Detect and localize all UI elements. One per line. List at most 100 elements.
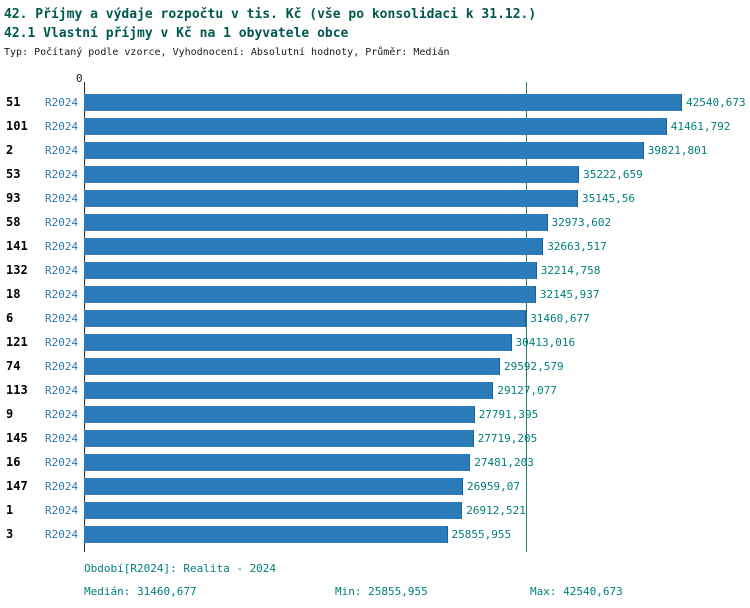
- chart-subtitle: 42.1 Vlastní příjmy v Kč na 1 obyvatele …: [4, 26, 349, 41]
- series-label: R2024: [45, 311, 79, 325]
- value-bar: [84, 333, 512, 351]
- chart-footer: Období[R2024]: Realita - 2024 Medián: 31…: [84, 562, 750, 599]
- category-label: 3: [6, 527, 14, 541]
- bar-row: 101 R2024 41461,792: [0, 114, 750, 138]
- value-label: 29592,579: [504, 359, 564, 373]
- value-bar: [84, 405, 475, 423]
- series-label: R2024: [45, 359, 79, 373]
- bar-row: 132 R2024 32214,758: [0, 258, 750, 282]
- bar-row: 74 R2024 29592,579: [0, 354, 750, 378]
- series-label: R2024: [45, 215, 79, 229]
- category-label: 113: [6, 383, 28, 397]
- value-bar: [84, 237, 544, 255]
- category-label: 2: [6, 143, 14, 157]
- series-label: R2024: [45, 431, 79, 445]
- value-label: 25855,955: [451, 527, 512, 541]
- value-label: 26959,07: [467, 479, 520, 493]
- category-label: 74: [6, 359, 21, 373]
- value-bar: [84, 477, 463, 495]
- bar-row: 9 R2024 27791,395: [0, 402, 750, 426]
- bar-row: 121 R2024 30413,016: [0, 330, 750, 354]
- footer-period: Období[R2024]: Realita - 2024: [84, 562, 277, 575]
- category-label: 58: [6, 215, 21, 229]
- value-label: 35145,56: [582, 191, 635, 205]
- category-label: 53: [6, 167, 21, 181]
- value-label: 32214,758: [540, 263, 601, 277]
- value-bar: [84, 93, 682, 111]
- value-label: 42540,673: [686, 95, 746, 109]
- bar-row: 93 R2024 35145,56: [0, 186, 750, 210]
- bar-row: 51 R2024 42540,673: [0, 90, 750, 114]
- bar-row: 3 R2024 25855,955: [0, 522, 750, 546]
- value-label: 27791,395: [478, 407, 539, 421]
- bar-chart: 0 51 R2024 42540,673 101 R2024 41461,792 2 R202…: [0, 72, 750, 552]
- category-label: 101: [6, 119, 28, 133]
- bar-row: 53 R2024 35222,659: [0, 162, 750, 186]
- bar-row: 1 R2024 26912,521: [0, 498, 750, 522]
- series-label: R2024: [45, 503, 79, 517]
- value-bar: [84, 261, 537, 279]
- value-label: 32145,937: [539, 287, 600, 301]
- value-bar: [84, 117, 667, 135]
- category-label: 1: [6, 503, 14, 517]
- value-label: 29127,077: [497, 383, 557, 397]
- series-label: R2024: [45, 191, 79, 205]
- series-label: R2024: [45, 95, 79, 109]
- bar-row: 16 R2024 27481,203: [0, 450, 750, 474]
- series-label: R2024: [45, 455, 79, 469]
- value-bar: [84, 357, 500, 375]
- category-label: 147: [6, 479, 28, 493]
- value-label: 35222,659: [583, 167, 643, 181]
- series-label: R2024: [45, 239, 79, 253]
- chart-meta-line: Typ: Počítaný podle vzorce, Vyhodnocení:…: [4, 47, 450, 58]
- value-label: 41461,792: [670, 119, 731, 133]
- series-label: R2024: [45, 143, 79, 157]
- value-label: 27481,203: [474, 455, 534, 469]
- category-label: 16: [6, 455, 21, 469]
- category-label: 141: [6, 239, 28, 253]
- footer-median: Medián: 31460,677: [84, 585, 197, 598]
- value-bar: [84, 501, 463, 519]
- value-bar: [84, 429, 474, 447]
- value-label: 31460,677: [530, 311, 590, 325]
- category-label: 51: [6, 95, 21, 109]
- series-label: R2024: [45, 527, 79, 541]
- chart-title: 42. Příjmy a výdaje rozpočtu v tis. Kč (…: [4, 7, 537, 22]
- value-label: 32973,602: [551, 215, 612, 229]
- bar-row: 6 R2024 31460,677: [0, 306, 750, 330]
- value-bar: [84, 141, 644, 159]
- value-label: 30413,016: [515, 335, 576, 349]
- bar-rows: 51 R2024 42540,673 101 R2024 41461,792 2 R2024 3…: [0, 90, 750, 546]
- series-label: R2024: [45, 383, 79, 397]
- footer-min: Min: 25855,955: [335, 585, 428, 598]
- bar-row: 141 R2024 32663,517: [0, 234, 750, 258]
- median-line: [526, 82, 528, 552]
- category-label: 93: [6, 191, 21, 205]
- axis-zero-label: 0: [76, 72, 83, 85]
- bar-row: 18 R2024 32145,937: [0, 282, 750, 306]
- bar-row: 113 R2024 29127,077: [0, 378, 750, 402]
- value-bar: [84, 525, 448, 543]
- category-label: 132: [6, 263, 28, 277]
- series-label: R2024: [45, 263, 79, 277]
- category-label: 145: [6, 431, 28, 445]
- series-label: R2024: [45, 119, 79, 133]
- category-label: 121: [6, 335, 28, 349]
- value-label: 39821,801: [647, 143, 708, 157]
- bar-row: 147 R2024 26959,07: [0, 474, 750, 498]
- value-bar: [84, 309, 527, 327]
- category-label: 6: [6, 311, 14, 325]
- bar-row: 2 R2024 39821,801: [0, 138, 750, 162]
- bar-row: 58 R2024 32973,602: [0, 210, 750, 234]
- value-bar: [84, 453, 471, 471]
- footer-stats: Medián: 31460,677 Min: 25855,955 Max: 4254…: [84, 585, 750, 599]
- value-bar: [84, 189, 578, 207]
- value-label: 27719,205: [477, 431, 538, 445]
- series-label: R2024: [45, 287, 79, 301]
- series-label: R2024: [45, 335, 79, 349]
- series-label: R2024: [45, 479, 79, 493]
- category-label: 9: [6, 407, 14, 421]
- series-label: R2024: [45, 407, 79, 421]
- category-label: 18: [6, 287, 21, 301]
